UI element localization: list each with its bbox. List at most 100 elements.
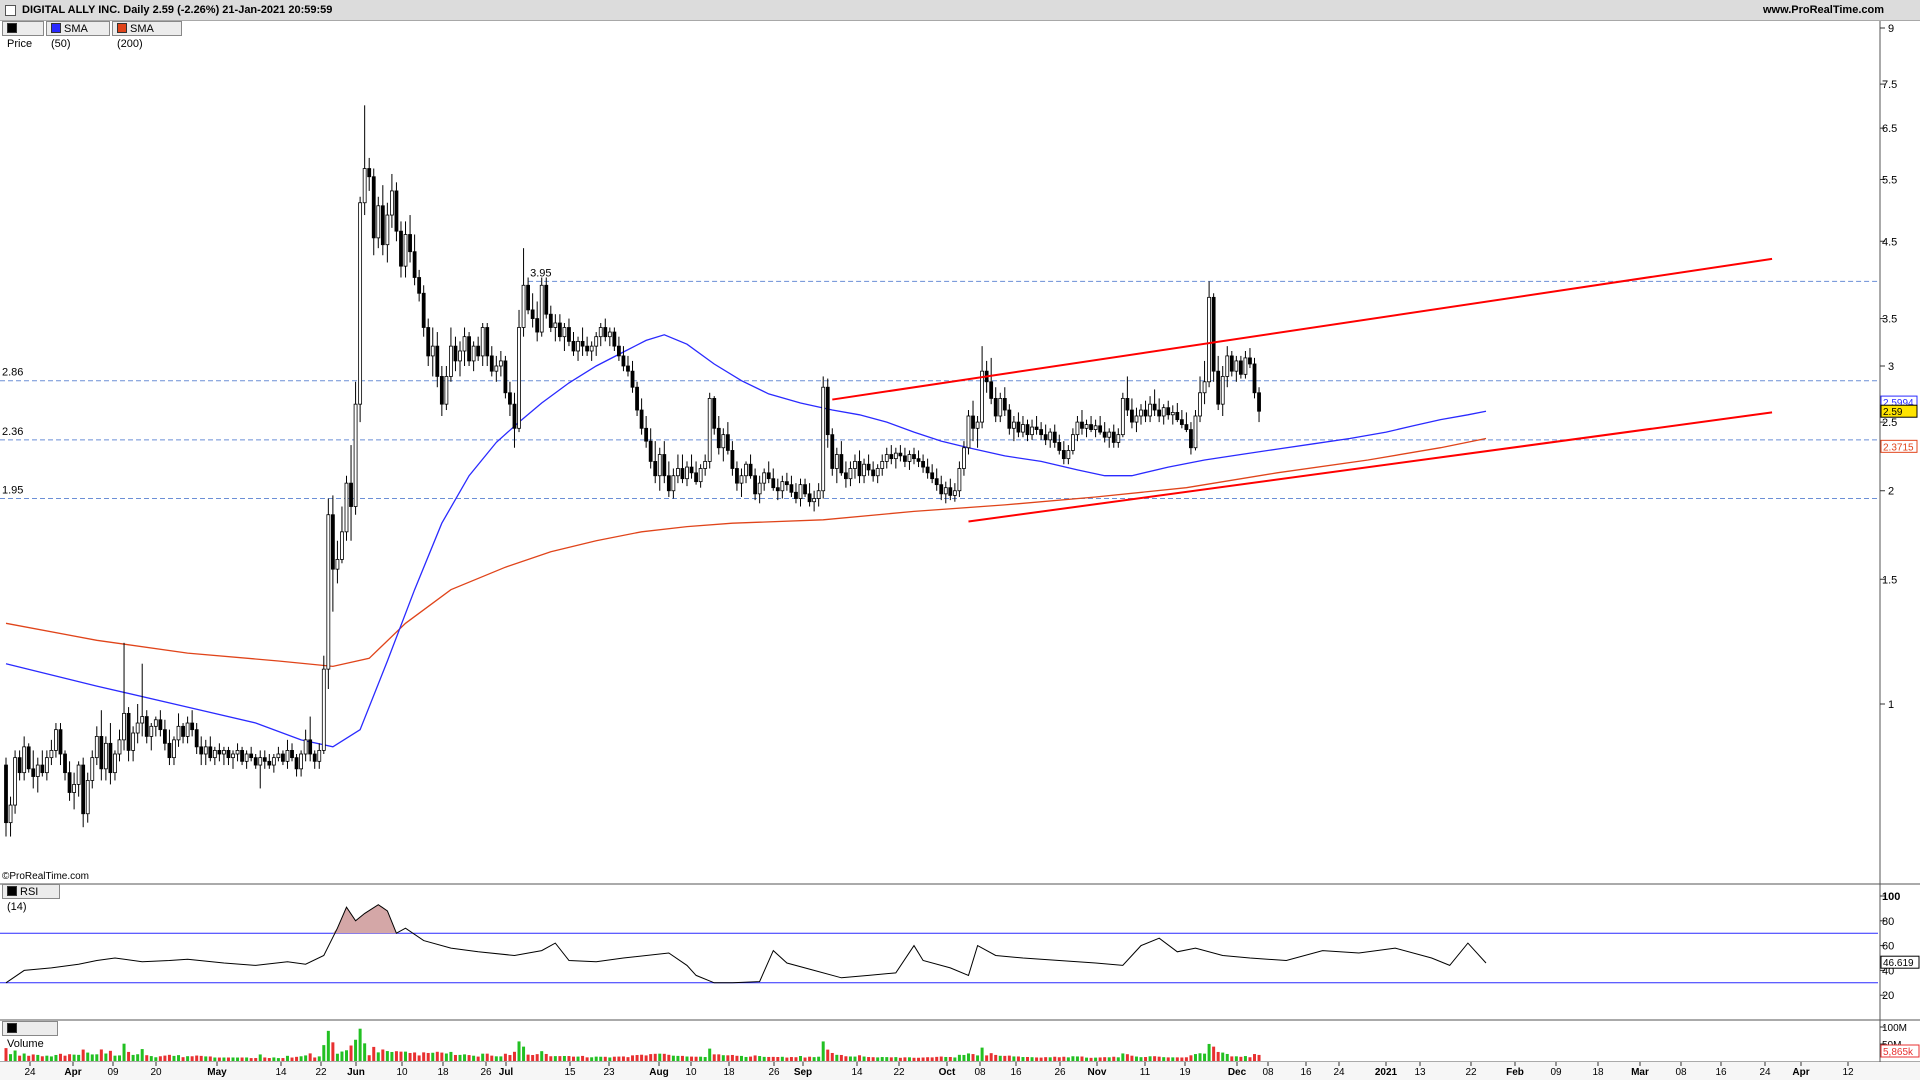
volume-bar <box>81 1049 85 1061</box>
candle-body <box>907 454 912 462</box>
sma200-line <box>5 437 1487 668</box>
volume-bar <box>590 1057 594 1061</box>
candle-body <box>217 750 222 755</box>
volume-bar <box>948 1057 952 1061</box>
volume-bar <box>1012 1056 1016 1061</box>
volume-bar <box>1148 1056 1152 1061</box>
volume-bar <box>372 1046 376 1061</box>
candle-body <box>453 345 458 362</box>
volume-bar <box>621 1056 625 1061</box>
volume-bar <box>717 1054 721 1061</box>
time-axis-label: 09 <box>107 1067 119 1078</box>
volume-bar <box>1198 1053 1202 1061</box>
volume-bar <box>113 1055 117 1061</box>
volume-bar <box>1253 1054 1256 1061</box>
time-axis-label: 18 <box>723 1067 735 1078</box>
volume-bar <box>276 1058 280 1061</box>
volume-bar <box>635 1055 639 1061</box>
volume-bar <box>853 1056 857 1061</box>
volume-bar <box>199 1055 203 1061</box>
volume-bar <box>1107 1057 1111 1061</box>
volume-bar <box>1066 1057 1070 1061</box>
candle-body <box>1179 419 1184 425</box>
volume-bar <box>308 1053 312 1061</box>
candle-body <box>444 376 449 405</box>
candle-body <box>330 514 335 570</box>
volume-bar <box>417 1055 421 1061</box>
candle-body <box>67 772 72 793</box>
volume-bar <box>136 1054 140 1061</box>
volume-last-value-label: 5,865k <box>1883 1047 1914 1058</box>
candle-body <box>562 327 567 338</box>
candle-body <box>1202 381 1207 394</box>
candle-body <box>775 487 780 492</box>
candle-body <box>471 345 476 362</box>
volume-bar <box>1094 1057 1098 1061</box>
candle-body <box>321 668 326 751</box>
volume-bar <box>13 1050 17 1061</box>
candle-body <box>303 739 308 755</box>
volume-bar <box>467 1055 471 1061</box>
volume-bar <box>617 1056 621 1061</box>
time-axis-label: 22 <box>1465 1067 1477 1078</box>
volume-bar <box>440 1052 444 1061</box>
candle-body <box>63 753 67 774</box>
volume-bar <box>295 1056 299 1061</box>
volume-bar <box>140 1049 144 1061</box>
candle-body <box>231 753 235 759</box>
rsi-panel-label[interactable]: RSI (14) <box>2 884 60 913</box>
last-value-box <box>1880 404 1918 418</box>
candle-body <box>485 327 490 357</box>
candle-body <box>853 461 857 469</box>
volume-bar <box>267 1058 271 1061</box>
candle-body <box>617 345 621 357</box>
volume-bar <box>485 1053 489 1061</box>
time-axis-label: Nov <box>1088 1067 1107 1078</box>
legend-sma50[interactable]: SMA (50) <box>46 21 110 50</box>
volume-bar <box>1243 1056 1247 1061</box>
horizontal-level-label: 2.36 <box>2 426 23 438</box>
candle-body <box>1048 431 1053 441</box>
volume-bar <box>939 1056 943 1061</box>
candle-body <box>49 750 54 759</box>
candle-body <box>212 750 217 759</box>
candle-body <box>893 452 898 460</box>
candle-body <box>898 452 903 457</box>
candle-body <box>1021 424 1025 433</box>
window-menu-icon[interactable] <box>5 5 16 16</box>
candle-body <box>371 176 376 239</box>
candle-body <box>1057 442 1062 451</box>
time-axis-label: 26 <box>768 1067 780 1078</box>
volume-bar <box>1180 1057 1184 1061</box>
price-axis-label: 6.5 <box>1882 123 1897 135</box>
candle-body <box>4 764 8 824</box>
volume-bar <box>690 1056 694 1061</box>
volume-panel-label[interactable]: Volume <box>2 1021 58 1050</box>
volume-bar <box>54 1054 58 1061</box>
volume-bar <box>499 1056 503 1061</box>
candle-body <box>830 434 835 469</box>
volume-bar <box>163 1055 167 1061</box>
candle-body <box>1252 363 1257 394</box>
price-axis-label: 4.5 <box>1882 236 1897 248</box>
candle-body <box>662 454 667 477</box>
candle-body <box>1234 360 1239 372</box>
volume-bar <box>1184 1057 1188 1061</box>
candle-body <box>167 742 172 759</box>
candle-body <box>90 757 95 781</box>
candle-body <box>389 190 394 216</box>
candle-body <box>671 475 676 492</box>
legend-price[interactable]: Price <box>2 21 44 50</box>
volume-bar <box>167 1054 171 1061</box>
legend-sma200[interactable]: SMA (200) <box>112 21 182 50</box>
candle-body <box>1093 425 1098 430</box>
last-value-label: 2.3715 <box>1883 442 1914 453</box>
volume-bar <box>494 1056 498 1061</box>
volume-bar <box>72 1054 76 1061</box>
candle-body <box>748 463 753 477</box>
volume-bar <box>95 1054 99 1061</box>
candle-body <box>716 427 721 449</box>
horizontal-level-label: 2.86 <box>2 367 23 379</box>
site-url[interactable]: www.ProRealTime.com <box>1762 4 1884 16</box>
volume-bar <box>1080 1056 1084 1061</box>
